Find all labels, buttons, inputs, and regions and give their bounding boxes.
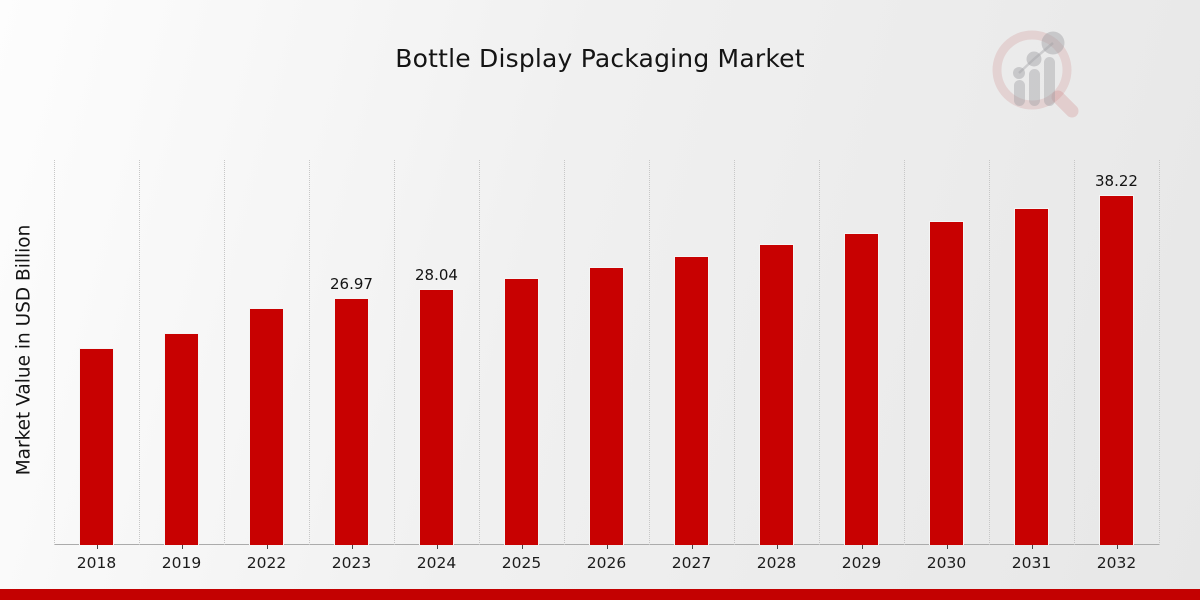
x-axis-tick bbox=[351, 545, 353, 549]
x-tick-label-2028: 2028 bbox=[756, 554, 797, 572]
bar-2026 bbox=[589, 267, 624, 545]
x-axis-tick bbox=[776, 545, 778, 549]
bar-2031 bbox=[1014, 208, 1049, 545]
bar-2027 bbox=[674, 256, 709, 545]
x-axis-tick bbox=[946, 545, 948, 549]
bar-value-label-2032: 38.22 bbox=[1095, 172, 1138, 190]
x-tick-label-2031: 2031 bbox=[1011, 554, 1052, 572]
x-tick-label-2029: 2029 bbox=[841, 554, 882, 572]
gridline bbox=[139, 160, 140, 545]
x-axis-tick bbox=[266, 545, 268, 549]
gridline bbox=[479, 160, 480, 545]
x-tick-label-2019: 2019 bbox=[161, 554, 202, 572]
bar-2032 bbox=[1099, 195, 1134, 545]
bar-2030 bbox=[929, 221, 964, 545]
bar-2023 bbox=[334, 298, 369, 545]
market-research-future-logo-icon bbox=[992, 30, 1079, 118]
x-axis-tick bbox=[1031, 545, 1033, 549]
bar-2024 bbox=[419, 289, 454, 545]
gridline bbox=[54, 160, 55, 545]
x-axis-tick bbox=[691, 545, 693, 549]
x-axis-tick bbox=[96, 545, 98, 549]
x-tick-label-2018: 2018 bbox=[76, 554, 117, 572]
bar-2018 bbox=[79, 348, 114, 545]
bar-value-label-2024: 28.04 bbox=[415, 266, 458, 284]
bar-2029 bbox=[844, 233, 879, 545]
x-axis-tick bbox=[521, 545, 523, 549]
y-axis-label: Market Value in USD Billion bbox=[13, 224, 35, 476]
bar-2025 bbox=[504, 278, 539, 545]
x-tick-label-2027: 2027 bbox=[671, 554, 712, 572]
x-tick-label-2024: 2024 bbox=[416, 554, 457, 572]
x-tick-label-2030: 2030 bbox=[926, 554, 967, 572]
x-tick-label-2026: 2026 bbox=[586, 554, 627, 572]
gridline bbox=[1074, 160, 1075, 545]
gridline bbox=[734, 160, 735, 545]
bar-2028 bbox=[759, 244, 794, 545]
footer-accent-bar bbox=[0, 589, 1200, 600]
x-axis-tick bbox=[181, 545, 183, 549]
gridline bbox=[819, 160, 820, 545]
gridline bbox=[904, 160, 905, 545]
gridline bbox=[989, 160, 990, 545]
gridline bbox=[564, 160, 565, 545]
gridline bbox=[1159, 160, 1160, 545]
gridline bbox=[649, 160, 650, 545]
gridline bbox=[224, 160, 225, 545]
chart-title: Bottle Display Packaging Market bbox=[395, 44, 805, 73]
x-axis-tick bbox=[861, 545, 863, 549]
x-tick-label-2025: 2025 bbox=[501, 554, 542, 572]
x-axis-tick bbox=[1116, 545, 1118, 549]
x-axis-tick bbox=[436, 545, 438, 549]
bar-2019 bbox=[164, 333, 199, 545]
x-tick-label-2022: 2022 bbox=[246, 554, 287, 572]
x-axis-tick bbox=[606, 545, 608, 549]
gridline bbox=[394, 160, 395, 545]
x-tick-label-2032: 2032 bbox=[1096, 554, 1137, 572]
x-tick-label-2023: 2023 bbox=[331, 554, 372, 572]
bar-2022 bbox=[249, 308, 284, 545]
gridline bbox=[309, 160, 310, 545]
bar-value-label-2023: 26.97 bbox=[330, 275, 373, 293]
plot-area: 2018 2019 2022 26.97 2023 28.04 2024 2025 2026 20… bbox=[54, 160, 1160, 572]
